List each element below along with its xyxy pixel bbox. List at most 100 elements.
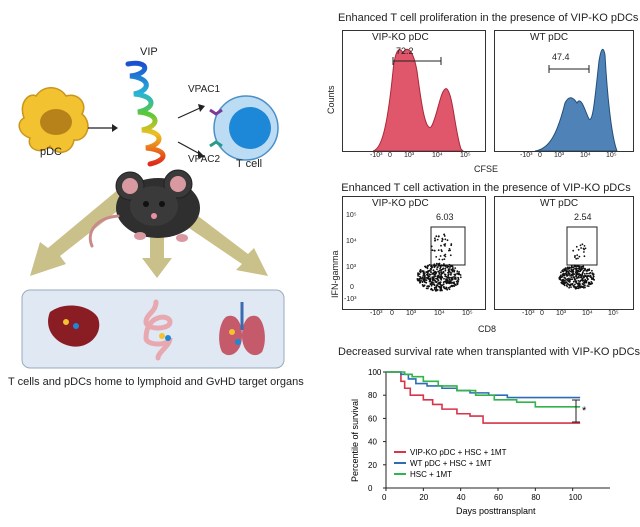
prolif-ylabel: Counts bbox=[326, 85, 336, 114]
scatter-dot bbox=[417, 275, 419, 277]
surv-xtick-label: 80 bbox=[531, 493, 540, 502]
scatter-dot bbox=[447, 273, 450, 276]
scatter-dot bbox=[436, 266, 439, 269]
scatter-dot bbox=[453, 269, 456, 272]
activ-ko-xtick-1: 0 bbox=[390, 310, 394, 317]
scatter-dot bbox=[584, 286, 586, 289]
scatter-dot bbox=[440, 249, 443, 251]
surv-ytick-label: 20 bbox=[368, 461, 377, 470]
scatter-dot bbox=[575, 282, 578, 284]
scatter-dot bbox=[447, 287, 450, 289]
scatter-dot bbox=[431, 278, 434, 281]
scatter-dot bbox=[442, 270, 445, 273]
surv-xtick-label: 0 bbox=[382, 493, 387, 502]
scatter-dot bbox=[578, 255, 581, 258]
scatter-dot bbox=[455, 280, 458, 283]
scatter-dot bbox=[446, 239, 449, 242]
scatter-dot bbox=[571, 269, 573, 272]
pdc-label: pDC bbox=[40, 146, 63, 158]
scatter-dot bbox=[448, 278, 451, 281]
scatter-dot bbox=[582, 275, 585, 278]
scatter-dot bbox=[561, 269, 564, 272]
prolif-ko-tick-2: 10³ bbox=[404, 152, 415, 159]
scatter-dot bbox=[574, 283, 576, 286]
surv-ytick-label: 100 bbox=[368, 368, 382, 377]
scatter-dot bbox=[439, 288, 442, 290]
prolif-ko-tick-4: 10⁵ bbox=[460, 152, 471, 159]
activ-ko-gate-value: 6.03 bbox=[436, 212, 454, 222]
scatter-dot bbox=[431, 276, 434, 279]
scatter-dot bbox=[424, 265, 427, 268]
scatter-dot bbox=[452, 276, 455, 278]
scatter-dot bbox=[444, 245, 446, 247]
vpac1-receptor-icon bbox=[209, 108, 223, 116]
prolif-wt-plot bbox=[534, 48, 618, 152]
scatter-dot bbox=[418, 277, 421, 280]
scatter-dot bbox=[438, 272, 441, 274]
surv-ytick-label: 60 bbox=[368, 414, 377, 423]
scatter-dot bbox=[427, 277, 430, 280]
scatter-dot bbox=[445, 281, 448, 284]
scatter-dot bbox=[432, 289, 434, 292]
scatter-dot bbox=[442, 281, 445, 284]
scatter-dot bbox=[440, 265, 443, 267]
scatter-dot bbox=[425, 271, 428, 273]
activ-xlabel: CD8 bbox=[478, 324, 497, 334]
scatter-dot bbox=[568, 279, 571, 282]
scatter-dot bbox=[428, 280, 431, 283]
scatter-dot bbox=[420, 279, 422, 282]
scatter-dot bbox=[569, 270, 572, 273]
arrowhead-pdc-vip-icon bbox=[112, 124, 118, 132]
scatter-dot bbox=[574, 286, 577, 288]
scatter-dot bbox=[448, 288, 451, 291]
scatter-dot bbox=[437, 235, 440, 238]
scatter-dot bbox=[433, 283, 435, 286]
scatter-dot bbox=[578, 284, 580, 287]
scatter-dot bbox=[434, 272, 437, 275]
activ-panel-ko bbox=[342, 196, 486, 310]
scatter-dot bbox=[571, 278, 574, 281]
scatter-dot bbox=[447, 265, 450, 268]
scatter-dot bbox=[433, 286, 436, 289]
scatter-dot bbox=[583, 255, 586, 258]
scatter-dot bbox=[453, 273, 456, 276]
scatter-dot bbox=[445, 278, 447, 280]
scatter-dot bbox=[562, 283, 565, 285]
scatter-dot bbox=[591, 269, 593, 272]
activ-panel-wt bbox=[494, 196, 634, 310]
scatter-dot bbox=[562, 279, 565, 282]
activ-ko-xtick-4: 10⁵ bbox=[462, 310, 473, 317]
scatter-dot bbox=[583, 284, 586, 286]
scatter-dot bbox=[459, 274, 462, 276]
scatter-dot bbox=[443, 235, 446, 237]
activ-wt-plot bbox=[558, 226, 598, 290]
scatter-dot bbox=[588, 268, 591, 271]
scatter-dot bbox=[450, 277, 453, 280]
scatter-dot bbox=[581, 274, 583, 277]
scatter-dot bbox=[590, 281, 593, 283]
scatter-dot bbox=[433, 265, 436, 267]
scatter-dot bbox=[589, 276, 592, 278]
vpac2-label: VPAC2 bbox=[188, 154, 221, 165]
spleen-cell-blue-icon bbox=[73, 323, 79, 329]
scatter-dot bbox=[455, 284, 457, 286]
scatter-dot bbox=[424, 281, 426, 283]
scatter-dot bbox=[585, 269, 588, 272]
scatter-dot bbox=[457, 280, 460, 283]
scatter-dot bbox=[586, 278, 589, 281]
mouse-paw-right-icon bbox=[176, 234, 188, 242]
scatter-dot bbox=[562, 281, 565, 283]
activ-ko-name: VIP-KO pDC bbox=[372, 198, 429, 209]
scatter-dot bbox=[570, 267, 572, 269]
scatter-dot bbox=[448, 277, 450, 279]
scatter-dot bbox=[440, 244, 442, 247]
scatter-dot bbox=[443, 263, 445, 265]
scatter-dot bbox=[421, 270, 423, 273]
scatter-dot bbox=[437, 275, 439, 278]
activ-ytick-0: 10⁵ bbox=[346, 212, 357, 219]
scatter-dot bbox=[563, 276, 566, 279]
intestine-cell-yellow-icon bbox=[159, 333, 165, 339]
scatter-dot bbox=[442, 267, 445, 270]
scatter-dot bbox=[583, 245, 586, 247]
scatter-dot bbox=[451, 270, 454, 273]
